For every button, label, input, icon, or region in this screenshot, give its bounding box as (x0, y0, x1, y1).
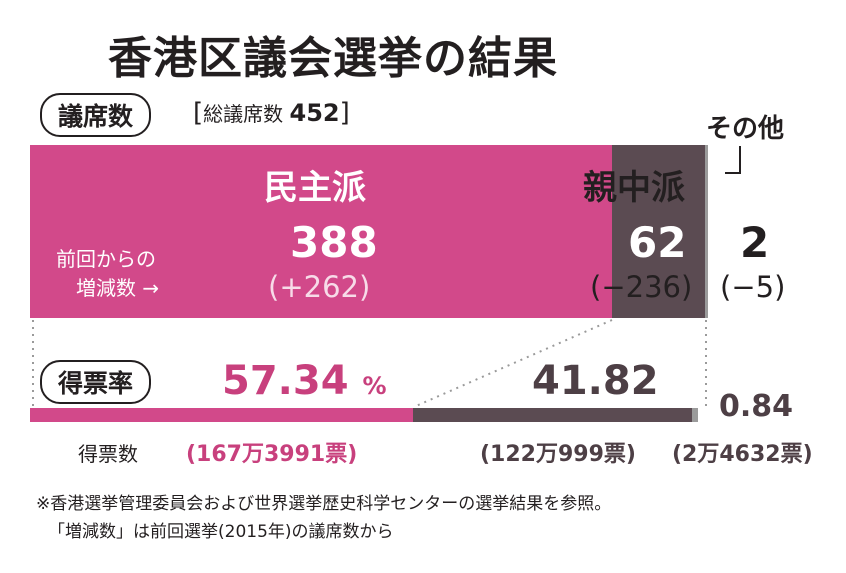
party-name-pro-democracy: 民主派 (264, 168, 366, 208)
vote-count-label: 得票数 (78, 442, 138, 466)
seats-label: 議席数 (40, 93, 152, 137)
bracket-open: [ (193, 98, 204, 128)
total-seats-label: 総議席数 (203, 102, 284, 126)
vote-rate-pro-democracy: 57.34 % (222, 358, 387, 404)
vote-rate-others: 0.84 (719, 389, 794, 424)
vote-bar-pro-democracy (30, 408, 414, 422)
change-label-line2: 増減数 → (76, 276, 160, 300)
total-seats-value: 452 (289, 99, 340, 127)
seat-bar-pro-democracy (30, 145, 612, 318)
others-bracket (725, 146, 741, 174)
vote-rate-value-pro-democracy: 57.34 (222, 358, 349, 404)
vote-bar-pro-beijing (413, 408, 693, 422)
seat-change-others: (−5) (720, 270, 786, 304)
connector-middle (415, 319, 613, 407)
seat-change-pro-beijing: (−236) (590, 270, 693, 304)
vote-count-others: (2万4632票) (672, 442, 813, 467)
party-name-pro-beijing: 親中派 (583, 168, 685, 208)
seats-value-pro-democracy: 388 (290, 218, 378, 267)
vote-bar-others (692, 408, 698, 422)
chart-title: 香港区議会選挙の結果 (108, 33, 558, 84)
vote-count-pro-beijing: (122万999票) (480, 442, 636, 467)
seats-value-others: 2 (740, 218, 770, 267)
vote-rate-unit: % (362, 372, 387, 400)
seat-bar-pro-beijing (612, 145, 705, 318)
seat-change-pro-democracy: (+262) (268, 270, 371, 304)
bracket-close: ] (339, 98, 350, 128)
vote-count-pro-democracy: (167万3991票) (186, 442, 358, 467)
vote-rate-label: 得票率 (40, 360, 152, 404)
seats-value-pro-beijing: 62 (628, 218, 687, 267)
footnote-source: ※香港選挙管理委員会および世界選挙歴史科学センターの選挙結果を参照。 (36, 494, 612, 514)
footnote-change-note: 「増減数」は前回選挙(2015年)の議席数から (48, 522, 394, 542)
total-seats: [総議席数 452] (193, 98, 350, 128)
seat-bar-others (705, 145, 708, 318)
vote-rate-pro-beijing: 41.82 (532, 358, 659, 404)
change-label-line1: 前回からの (56, 247, 156, 271)
others-label: その他 (706, 114, 785, 144)
